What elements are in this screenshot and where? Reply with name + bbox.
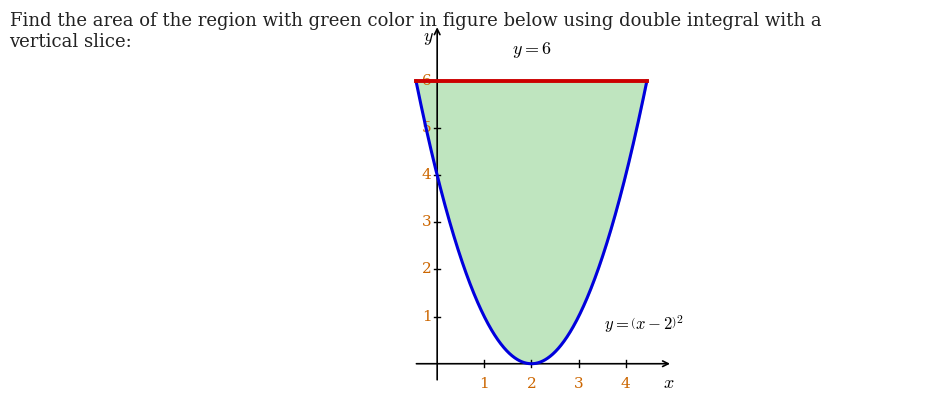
Text: 5: 5 bbox=[422, 121, 431, 135]
Text: $y = \left(x-2\right)^2$: $y = \left(x-2\right)^2$ bbox=[604, 313, 684, 335]
Text: 1: 1 bbox=[479, 377, 488, 391]
Text: $x$: $x$ bbox=[663, 374, 674, 392]
Text: 2: 2 bbox=[422, 263, 431, 276]
Text: 3: 3 bbox=[573, 377, 583, 391]
Text: $y$: $y$ bbox=[422, 29, 433, 47]
Text: 1: 1 bbox=[422, 310, 431, 324]
Text: 4: 4 bbox=[620, 377, 630, 391]
Text: Find the area of the region with green color in figure below using double integr: Find the area of the region with green c… bbox=[10, 12, 821, 51]
Text: $y = 6$: $y = 6$ bbox=[511, 40, 550, 60]
Text: 6: 6 bbox=[422, 74, 431, 88]
Text: 2: 2 bbox=[526, 377, 536, 391]
Text: 4: 4 bbox=[422, 168, 431, 182]
Text: 3: 3 bbox=[422, 215, 431, 230]
